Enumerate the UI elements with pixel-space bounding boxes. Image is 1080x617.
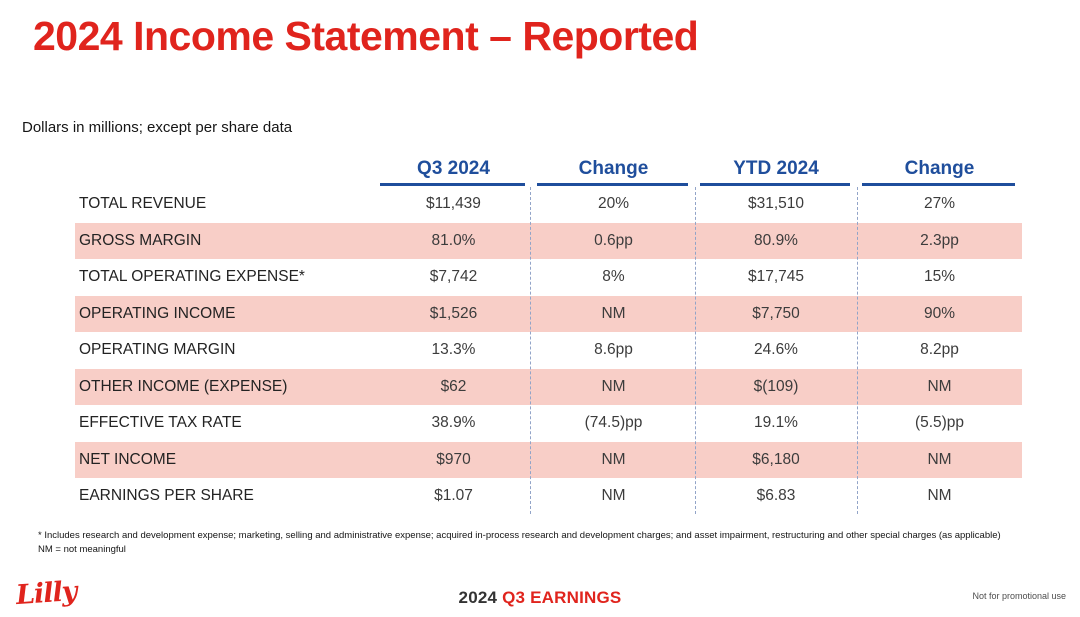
- footer-event: Q3 EARNINGS: [502, 588, 622, 607]
- footnotes: * Includes research and development expe…: [38, 529, 1043, 557]
- row-value: NM: [532, 368, 695, 405]
- header-underline: [537, 183, 688, 186]
- row-value: (5.5)pp: [914, 414, 965, 432]
- row-label: GROSS MARGIN: [75, 222, 375, 259]
- column-header-ytd-change: Change: [857, 148, 1022, 186]
- row-value: 2.3pp: [857, 222, 1022, 259]
- row-label: TOTAL REVENUE: [79, 195, 207, 213]
- row-value: 8%: [602, 268, 625, 286]
- header-underline: [862, 183, 1015, 186]
- table-row: EARNINGS PER SHARE $1.07 NM $6.83 NM: [75, 478, 1022, 515]
- table-row: TOTAL REVENUE $11,439 20% $31,510 27%: [75, 186, 1022, 223]
- footnote-nm: NM = not meaningful: [38, 544, 126, 555]
- row-label: NET INCOME: [75, 441, 375, 478]
- column-header-label: Q3 2024: [417, 158, 490, 179]
- row-value: 13.3%: [431, 341, 476, 359]
- column-separator: [530, 187, 531, 514]
- row-value: 80.9%: [695, 222, 857, 259]
- row-value: 8.6pp: [594, 341, 633, 359]
- row-value: $1.07: [434, 487, 473, 505]
- income-statement-table: Q3 2024 Change YTD 2024 Change TOTAL REV…: [75, 148, 1022, 515]
- table-row: OPERATING INCOME $1,526 NM $7,750 90%: [75, 295, 1022, 332]
- table-row: OPERATING MARGIN 13.3% 8.6pp 24.6% 8.2pp: [75, 332, 1022, 369]
- table-row: EFFECTIVE TAX RATE 38.9% (74.5)pp 19.1% (5.5…: [75, 405, 1022, 442]
- row-value: NM: [857, 441, 1022, 478]
- header-underline: [700, 183, 850, 186]
- row-value: $17,745: [747, 268, 805, 286]
- column-header-q3-2024: Q3 2024: [375, 148, 532, 186]
- header-underline: [380, 183, 525, 186]
- column-separator: [857, 187, 858, 514]
- row-value: $11,439: [426, 195, 481, 213]
- column-header-label: Change: [578, 158, 649, 179]
- footnote-expenses: * Includes research and development expe…: [38, 530, 1001, 541]
- row-value: $7,742: [429, 268, 478, 286]
- row-value: NM: [857, 368, 1022, 405]
- slide-title: 2024 Income Statement – Reported: [33, 13, 699, 59]
- row-value: NM: [532, 295, 695, 332]
- row-label: EFFECTIVE TAX RATE: [79, 414, 242, 432]
- row-label: TOTAL OPERATING EXPENSE*: [79, 268, 305, 286]
- row-label: OPERATING MARGIN: [79, 341, 236, 359]
- row-value: $6,180: [695, 441, 857, 478]
- row-value: $7,750: [695, 295, 857, 332]
- row-value: 8.2pp: [920, 341, 959, 359]
- row-value: $970: [375, 441, 532, 478]
- row-value: 20%: [597, 195, 630, 213]
- row-label: OPERATING INCOME: [75, 295, 375, 332]
- slide-footer: Lilly 2024 Q3 EARNINGS Not for promotion…: [0, 571, 1080, 617]
- row-value: (74.5)pp: [584, 414, 643, 432]
- row-value: 0.6pp: [532, 222, 695, 259]
- column-header-q3-change: Change: [532, 148, 695, 186]
- column-separator: [695, 187, 696, 514]
- column-header-ytd-2024: YTD 2024: [695, 148, 857, 186]
- row-value: $31,510: [747, 195, 805, 213]
- row-value: $6.83: [756, 487, 796, 505]
- column-header-label: YTD 2024: [733, 158, 819, 179]
- table-row: NET INCOME $970 NM $6,180 NM: [75, 441, 1022, 478]
- row-value: $1,526: [375, 295, 532, 332]
- row-value: NM: [601, 487, 626, 505]
- table-row: TOTAL OPERATING EXPENSE* $7,742 8% $17,745 1…: [75, 259, 1022, 296]
- column-header-label: Change: [904, 158, 975, 179]
- table-header-row: Q3 2024 Change YTD 2024 Change: [75, 148, 1022, 186]
- row-value: 27%: [923, 195, 956, 213]
- units-note: Dollars in millions; except per share da…: [22, 119, 293, 136]
- row-value: $(109): [695, 368, 857, 405]
- table-body: TOTAL REVENUE $11,439 20% $31,510 27% GROSS M…: [75, 186, 1022, 515]
- row-label: OTHER INCOME (EXPENSE): [75, 368, 375, 405]
- row-label: EARNINGS PER SHARE: [79, 487, 254, 505]
- footer-year: 2024: [458, 588, 498, 607]
- row-value: 24.6%: [754, 341, 798, 359]
- row-value: 15%: [923, 268, 956, 286]
- row-value: NM: [532, 441, 695, 478]
- footer-event-title: 2024 Q3 EARNINGS: [0, 588, 1080, 608]
- footer-disclaimer: Not for promotional use: [972, 591, 1066, 601]
- row-value: NM: [927, 487, 952, 505]
- row-value: 19.1%: [754, 414, 798, 432]
- table-row: GROSS MARGIN 81.0% 0.6pp 80.9% 2.3pp: [75, 222, 1022, 259]
- row-value: 90%: [857, 295, 1022, 332]
- row-value: 38.9%: [431, 414, 476, 432]
- row-value: 81.0%: [375, 222, 532, 259]
- table-row: OTHER INCOME (EXPENSE) $62 NM $(109) NM: [75, 368, 1022, 405]
- row-value: $62: [375, 368, 532, 405]
- column-header-blank: [75, 148, 375, 186]
